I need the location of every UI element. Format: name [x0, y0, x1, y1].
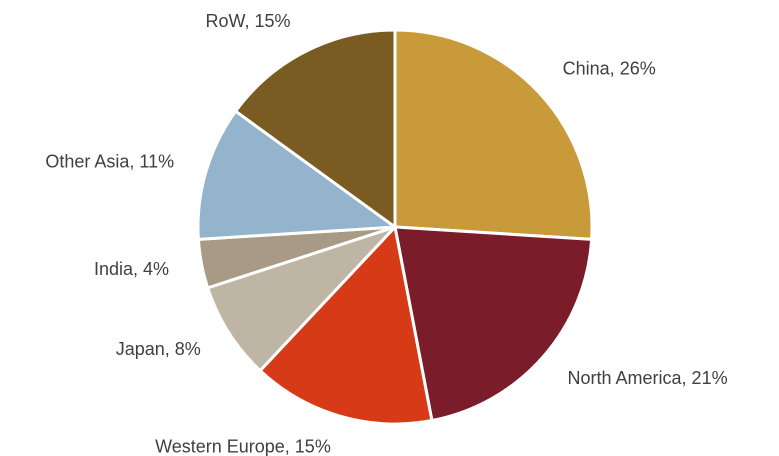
slice-label: RoW, 15%: [206, 11, 291, 31]
slice-label: Japan, 8%: [116, 339, 201, 359]
slice-label: North America, 21%: [568, 368, 728, 388]
slice-label: China, 26%: [563, 58, 656, 78]
slice-label: Other Asia, 11%: [45, 152, 174, 172]
pie-slice: [393, 28, 594, 241]
pie-slice: [258, 225, 434, 426]
pie-slice: [393, 225, 594, 423]
slice-label: Western Europe, 15%: [155, 437, 331, 456]
pie-slice: [234, 28, 397, 229]
slice-label: India, 4%: [94, 259, 169, 279]
pie-slice: [196, 109, 397, 241]
pie-slice: [206, 225, 397, 373]
